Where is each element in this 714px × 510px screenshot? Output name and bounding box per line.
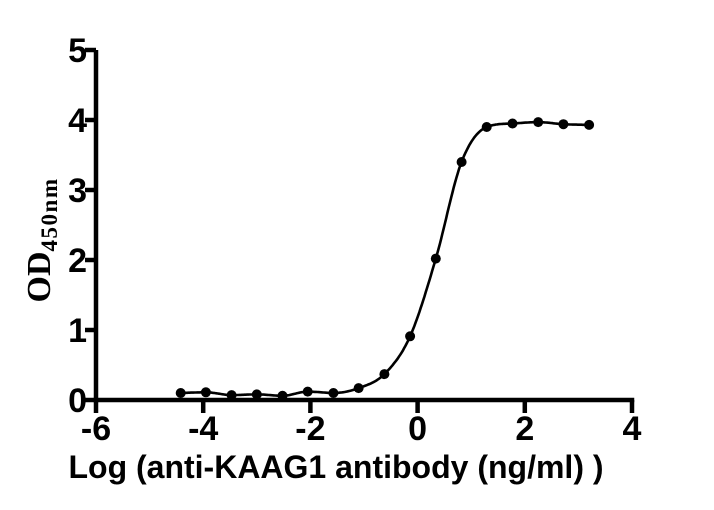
fit-curve-line <box>180 120 590 398</box>
tick-labels: -6 -4 -2 0 2 4 0 1 2 3 4 5 <box>68 32 641 448</box>
y-axis-title-subscript: 450nm <box>37 178 62 252</box>
y-tick-label: 5 <box>68 32 87 70</box>
x-tick-label: -2 <box>295 410 325 448</box>
data-point <box>353 383 364 394</box>
data-point <box>200 387 211 398</box>
data-point <box>430 253 441 264</box>
data-point <box>456 157 467 167</box>
y-axis-title-base: OD <box>21 251 58 302</box>
data-point <box>328 388 339 398</box>
y-tick-label: 3 <box>68 172 87 210</box>
x-axis-title: Log (anti-KAAG1 antibody (ng/ml) ) <box>68 449 603 485</box>
data-point <box>584 119 595 130</box>
y-tick-label: 1 <box>68 312 87 350</box>
y-tick-label: 0 <box>68 382 87 420</box>
data-point <box>405 331 416 342</box>
data-point <box>507 118 518 129</box>
data-point <box>175 388 186 398</box>
x-tick-label: 4 <box>623 410 642 448</box>
data-points <box>175 117 595 401</box>
data-point <box>481 122 492 132</box>
data-point <box>277 390 288 401</box>
data-point <box>558 119 569 130</box>
y-axis-title: OD450nm <box>21 178 62 303</box>
y-tick-label: 4 <box>68 102 87 140</box>
tick-marks <box>85 47 635 413</box>
y-tick-label: 2 <box>68 242 87 280</box>
axes <box>93 50 635 403</box>
x-tick-label: 0 <box>408 410 427 448</box>
x-tick-label: -6 <box>81 410 111 448</box>
data-point <box>533 117 544 128</box>
data-point <box>379 369 390 380</box>
data-point <box>226 390 237 401</box>
data-point <box>251 389 262 400</box>
data-point <box>302 386 313 397</box>
x-tick-label: 2 <box>515 410 534 448</box>
x-tick-label: -4 <box>188 410 218 448</box>
